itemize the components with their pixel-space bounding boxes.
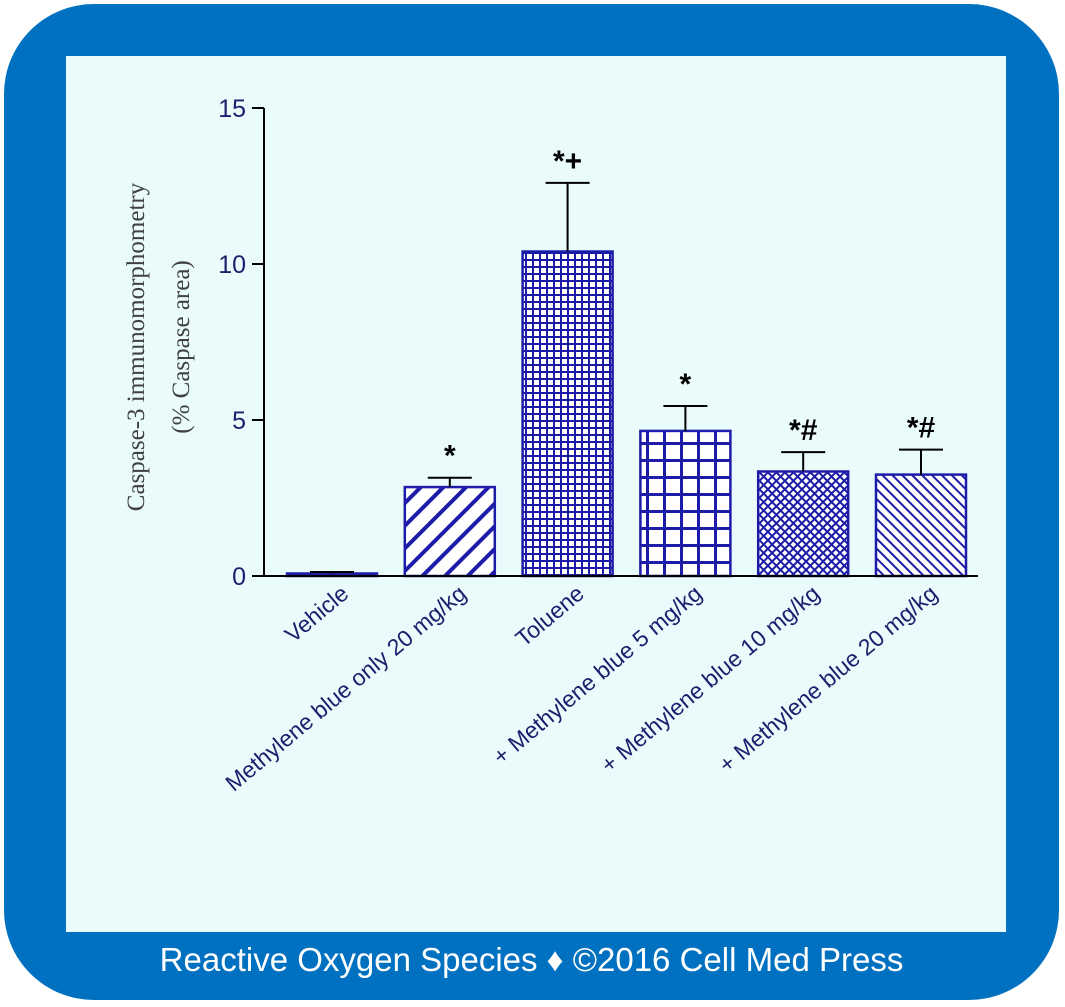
significance-marker: * bbox=[444, 440, 456, 473]
bar bbox=[639, 429, 732, 578]
bars: * *+ * *# *# bbox=[285, 145, 968, 578]
bar bbox=[874, 473, 968, 578]
category-label: + Methylene blue 20 mg/kg bbox=[713, 580, 942, 778]
y-tick-label: 5 bbox=[232, 407, 246, 435]
y-tick-label: 10 bbox=[218, 251, 246, 279]
category-label: Vehicle bbox=[280, 580, 354, 648]
footer-credit: Reactive Oxygen Species ♦ ©2016 Cell Med… bbox=[159, 941, 904, 978]
y-axis-subtitle: (% Caspase area) bbox=[168, 260, 195, 434]
significance-marker: *+ bbox=[553, 145, 582, 178]
bar bbox=[756, 470, 850, 578]
y-axis-title: Caspase-3 immunomorphometry bbox=[123, 182, 150, 511]
category-label: Methylene blue only 20 mg/kg bbox=[220, 580, 471, 796]
significance-marker: *# bbox=[789, 414, 818, 447]
y-axis: 0 5 10 15 bbox=[218, 95, 265, 591]
y-tick-label: 0 bbox=[232, 563, 246, 591]
category-label: + Methylene blue 10 mg/kg bbox=[596, 580, 825, 778]
bar bbox=[521, 250, 614, 578]
category-label: Toluene bbox=[510, 580, 588, 652]
category-label: + Methylene blue 5 mg/kg bbox=[488, 580, 707, 770]
significance-marker: *# bbox=[907, 412, 936, 445]
significance-marker: * bbox=[680, 368, 692, 401]
bar bbox=[403, 485, 497, 578]
y-tick-label: 15 bbox=[218, 95, 246, 123]
